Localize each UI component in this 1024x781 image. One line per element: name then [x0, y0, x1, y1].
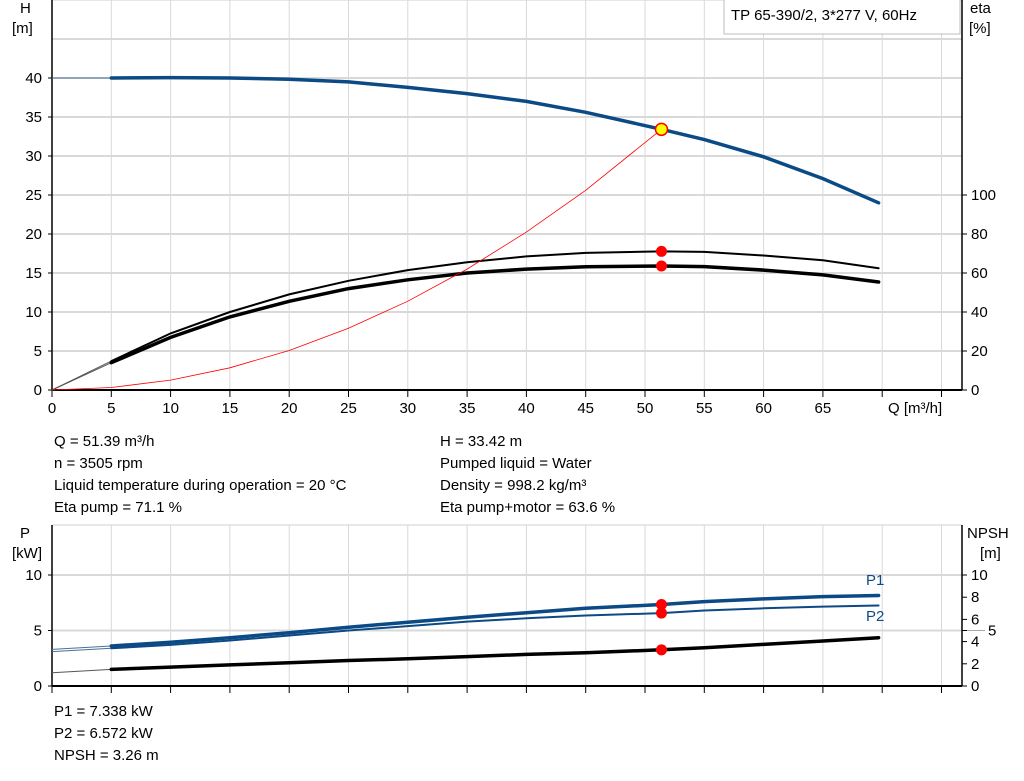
x-tick-label: 55 [696, 400, 713, 417]
x-tick-label: 30 [399, 400, 416, 417]
series-line-NPSH-extrapolated [51, 668, 112, 674]
series-label-P1: P1 [866, 572, 884, 589]
y-tick-label-left: 0 [34, 382, 42, 399]
info-flow: Q = 51.39 m³/h [54, 433, 155, 450]
y-tick-label-right: 0 [971, 382, 979, 399]
series-line-NPSH [109, 635, 881, 672]
series-line-eta_pump [110, 250, 880, 363]
y-tick-label-left: 15 [25, 265, 42, 282]
y-tick-label-left: 5 [34, 623, 42, 640]
series-line-P2 [110, 604, 880, 650]
legend-title: TP 65-390/2, 3*277 V, 60Hz [731, 7, 917, 24]
x-tick-label: 15 [222, 400, 239, 417]
x-tick-label: 0 [48, 400, 56, 417]
series-line-P2-extrapolated [51, 647, 112, 653]
plot-frame [51, 524, 963, 687]
y-tick-label-left: 10 [25, 567, 42, 584]
x-tick-label: 35 [459, 400, 476, 417]
x-tick-label: 40 [518, 400, 535, 417]
series-line-H [109, 75, 881, 205]
duty-point-marker [654, 122, 669, 137]
y-tick-label-right: 20 [971, 343, 988, 360]
x-tick-label: 45 [577, 400, 594, 417]
operating-point-p2 [655, 607, 667, 619]
y-tick-label-left: 20 [25, 226, 42, 243]
y-tick-label-right: 100 [971, 187, 996, 204]
operating-point-eta-pump-motor [655, 260, 667, 272]
series-line-system [51, 128, 662, 391]
y-axis-title-right: NPSH [967, 525, 1009, 542]
series-label-P2: P2 [866, 608, 884, 625]
series-line-eta_pump_motor [109, 264, 881, 365]
x-tick-label: 20 [281, 400, 298, 417]
operating-point-p1 [655, 599, 667, 611]
y-axis-unit-left: [kW] [12, 545, 42, 562]
y-axis-title-left: P [20, 525, 30, 542]
y-tick-label-left: 40 [25, 70, 42, 87]
info-p2: P2 = 6.572 kW [54, 725, 153, 742]
info-eta-pump: Eta pump = 71.1 % [54, 499, 182, 516]
info-liquid: Pumped liquid = Water [440, 455, 592, 472]
info-right: H = 33.42 m Pumped liquid = Water Densit… [440, 431, 615, 519]
x-tick-label: 10 [162, 400, 179, 417]
x-tick-label: 5 [107, 400, 115, 417]
y-tick-label-left: 5 [34, 343, 42, 360]
y-tick-label-right: 5 [988, 623, 996, 640]
legend-box [723, 0, 961, 35]
info-left: Q = 51.39 m³/h n = 3505 rpm Liquid tempe… [54, 431, 346, 519]
y-tick-label-right: 4 [971, 634, 979, 651]
y-tick-label-right: 80 [971, 226, 988, 243]
info-bottom: P1 = 7.338 kW P2 = 6.572 kW NPSH = 3.26 … [54, 701, 159, 767]
x-tick-label: 50 [637, 400, 654, 417]
y-tick-label-right: 6 [971, 611, 979, 628]
info-npsh: NPSH = 3.26 m [54, 747, 159, 764]
y-tick-label-left: 10 [25, 304, 42, 321]
x-tick-label: 65 [815, 400, 832, 417]
operating-point-eta-pump [655, 245, 667, 257]
y-axis-unit-left: [m] [12, 20, 33, 37]
y-axis-unit-right: [%] [969, 20, 991, 37]
y-tick-label-right: 0 [971, 678, 979, 695]
y-tick-label-right: 8 [971, 589, 979, 606]
series-line-P1-extrapolated [51, 645, 112, 650]
info-p1: P1 = 7.338 kW [54, 703, 153, 720]
y-axis-unit-right: [m] [980, 545, 1001, 562]
info-eta-pump-motor: Eta pump+motor = 63.6 % [440, 499, 616, 516]
y-tick-label-left: 0 [34, 678, 42, 695]
y-tick-label-left: 30 [25, 148, 42, 165]
y-axis-title-right: eta [970, 0, 992, 17]
info-speed: n = 3505 rpm [54, 455, 143, 472]
x-tick-label: 60 [755, 400, 772, 417]
y-tick-label-left: 25 [25, 187, 42, 204]
y-tick-label-right: 2 [971, 656, 979, 673]
operating-point-npsh [655, 644, 667, 656]
y-axis-title-left: H [20, 0, 31, 17]
info-head: H = 33.42 m [440, 433, 523, 450]
info-temperature: Liquid temperature during operation = 20… [54, 477, 347, 494]
y-tick-label-right: 60 [971, 265, 988, 282]
y-tick-label-right: 10 [971, 567, 988, 584]
x-axis-title: Q [m³/h] [888, 400, 942, 417]
y-tick-label-left: 35 [25, 109, 42, 126]
series-line-P1 [109, 593, 881, 648]
info-density: Density = 998.2 kg/m³ [440, 477, 587, 494]
y-tick-label-right: 40 [971, 304, 988, 321]
series-line-eta_pump_motor-extrapolated [51, 362, 112, 391]
x-tick-label: 25 [340, 400, 357, 417]
